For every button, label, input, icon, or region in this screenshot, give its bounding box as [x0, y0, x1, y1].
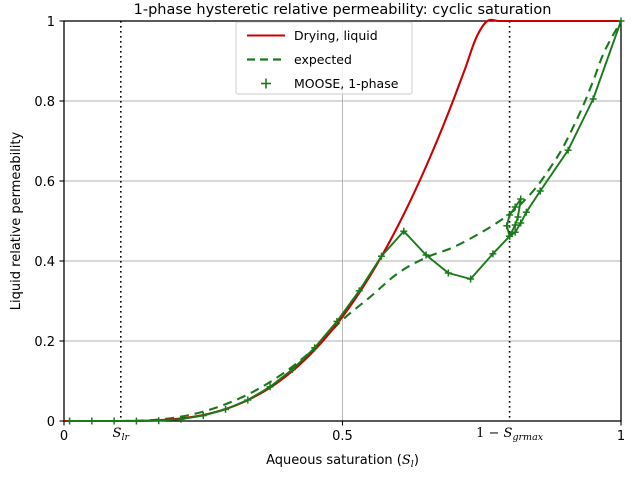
ytick-label-0: 0 [47, 415, 55, 430]
y-axis-title: Liquid relative permeability [9, 132, 24, 311]
ytick-label-0.4: 0.4 [34, 255, 55, 270]
x-axis-title: Aqueous saturation (Sl) [266, 453, 419, 470]
legend-label-moose: MOOSE, 1-phase [294, 76, 399, 91]
xtick-label-0: 0 [60, 429, 68, 444]
series-moose-1phase [66, 17, 625, 425]
chart-title: 1-phase hysteretic relative permeability… [134, 2, 552, 18]
sgrmax-label: 1 − Sgrmax [476, 426, 544, 443]
legend-label-drying: Drying, liquid [294, 28, 378, 43]
legend-entry-drying[interactable]: Drying, liquid [247, 28, 378, 43]
y-axis-ticks: 0 0.2 0.4 0.6 0.8 1 [34, 15, 64, 430]
ytick-label-0.8: 0.8 [34, 95, 55, 110]
annotation-labels: Slr 1 − Sgrmax [113, 426, 544, 443]
legend-entry-moose[interactable]: MOOSE, 1-phase [261, 76, 399, 91]
annotation-vlines [120, 21, 511, 421]
ytick-label-0.2: 0.2 [34, 335, 55, 350]
ytick-label-1: 1 [47, 15, 55, 30]
ytick-label-0.6: 0.6 [34, 175, 55, 190]
xtick-label-0.5: 0.5 [332, 429, 353, 444]
legend: Drying, liquid expected MOOSE, 1-phase [235, 21, 413, 95]
legend-label-expected: expected [294, 52, 352, 67]
legend-frame [235, 21, 413, 95]
xtick-label-1: 1 [617, 429, 625, 444]
x-axis-ticks: 0 0.5 1 [60, 421, 625, 444]
plus-icon [261, 78, 271, 89]
slr-label: Slr [113, 426, 131, 443]
legend-entry-expected[interactable]: expected [247, 52, 352, 67]
